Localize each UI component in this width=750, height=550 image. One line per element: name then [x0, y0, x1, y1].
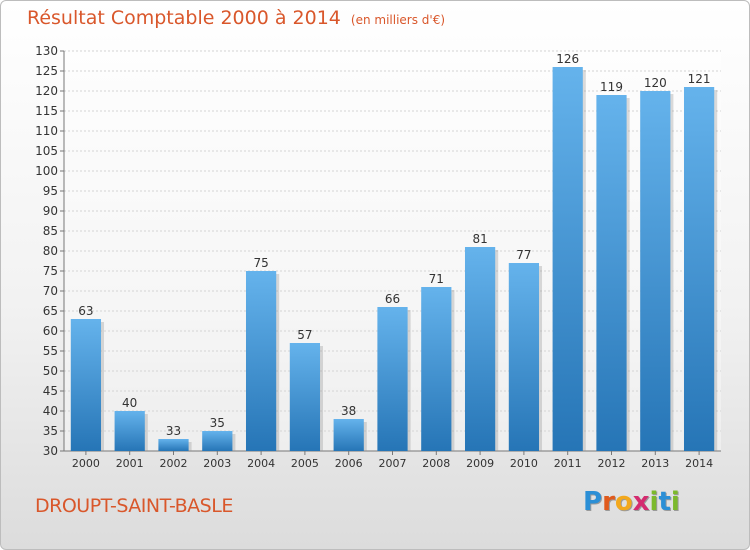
y-tick-label: 100: [35, 164, 58, 178]
logo-letter: i: [649, 487, 659, 517]
chart-title: Résultat Comptable 2000 à 2014 (en millie…: [27, 7, 445, 29]
y-tick-label: 65: [43, 304, 58, 318]
x-tick-label-2000: 2000: [72, 457, 100, 470]
x-tick-label-2013: 2013: [641, 457, 669, 470]
data-label-2004: 75: [253, 256, 268, 270]
x-tick-label-2006: 2006: [335, 457, 363, 470]
y-tick-label: 70: [43, 284, 58, 298]
data-label-2012: 119: [600, 80, 623, 94]
bar-2008: [421, 287, 452, 451]
proxiti-logo: Proxiti: [583, 487, 680, 517]
y-tick-label: 95: [43, 184, 58, 198]
bar-2003: [202, 431, 233, 451]
data-label-2013: 120: [644, 76, 667, 90]
logo-letter: x: [632, 487, 650, 517]
x-tick-label-2003: 2003: [203, 457, 231, 470]
bar-2014: [683, 87, 715, 451]
data-label-2003: 35: [210, 416, 225, 430]
logo-letter: o: [614, 487, 633, 517]
y-tick-label: 45: [43, 384, 58, 398]
commune-name: DROUPT-SAINT-BASLE: [35, 495, 233, 517]
y-tick-label: 115: [35, 104, 58, 118]
y-tick-label: 110: [35, 124, 58, 138]
y-tick-label: 55: [43, 344, 58, 358]
x-tick-label-2014: 2014: [685, 457, 713, 470]
bar-2006: [333, 419, 364, 451]
x-tick-label-2009: 2009: [466, 457, 494, 470]
x-tick-label-2002: 2002: [160, 457, 188, 470]
data-label-2006: 38: [341, 404, 356, 418]
y-tick-label: 50: [43, 364, 58, 378]
data-label-2001: 40: [122, 396, 137, 410]
x-tick-label-2012: 2012: [598, 457, 626, 470]
y-tick-label: 30: [43, 444, 58, 458]
title-unit: (en milliers d'€): [350, 13, 446, 27]
bar-2000: [70, 319, 102, 451]
y-tick-label: 80: [43, 244, 58, 258]
bar-2007: [377, 307, 408, 451]
data-label-2008: 71: [429, 272, 444, 286]
y-tick-label: 35: [43, 424, 58, 438]
x-tick-label-2004: 2004: [247, 457, 275, 470]
y-tick-label: 120: [35, 84, 58, 98]
y-tick-label: 105: [35, 144, 58, 158]
x-tick-label-2011: 2011: [554, 457, 582, 470]
bar-2002: [158, 439, 189, 451]
x-tick-label-2005: 2005: [291, 457, 319, 470]
bar-2005: [289, 343, 321, 451]
title-text: Résultat Comptable 2000 à 2014: [27, 7, 341, 29]
bar-2009: [464, 247, 496, 451]
bar-2012: [596, 95, 627, 451]
data-label-2009: 81: [472, 232, 487, 246]
y-tick-label: 90: [43, 204, 58, 218]
logo-letter: P: [583, 487, 603, 517]
logo-letter: r: [602, 487, 615, 517]
data-label-2005: 57: [297, 328, 312, 342]
x-tick-label-2008: 2008: [422, 457, 450, 470]
y-tick-label: 40: [43, 404, 58, 418]
data-label-2002: 33: [166, 424, 181, 438]
y-tick-label: 85: [43, 224, 58, 238]
bar-2013: [640, 91, 671, 451]
data-label-2010: 77: [516, 248, 531, 262]
logo-letter: i: [670, 487, 680, 517]
bar-2004: [245, 271, 277, 451]
x-tick-label-2010: 2010: [510, 457, 538, 470]
x-tick-label-2007: 2007: [379, 457, 407, 470]
y-tick-label: 125: [35, 64, 58, 78]
bar-2001: [114, 411, 145, 451]
data-label-2000: 63: [78, 304, 93, 318]
y-tick-label: 130: [35, 44, 58, 58]
y-tick-label: 75: [43, 264, 58, 278]
data-label-2011: 126: [556, 52, 579, 66]
bar-2011: [552, 67, 583, 451]
data-label-2014: 121: [688, 72, 711, 86]
y-tick-label: 60: [43, 324, 58, 338]
bar-2010: [508, 263, 540, 451]
logo-letter: t: [658, 487, 671, 517]
data-label-2007: 66: [385, 292, 400, 306]
x-tick-label-2001: 2001: [116, 457, 144, 470]
